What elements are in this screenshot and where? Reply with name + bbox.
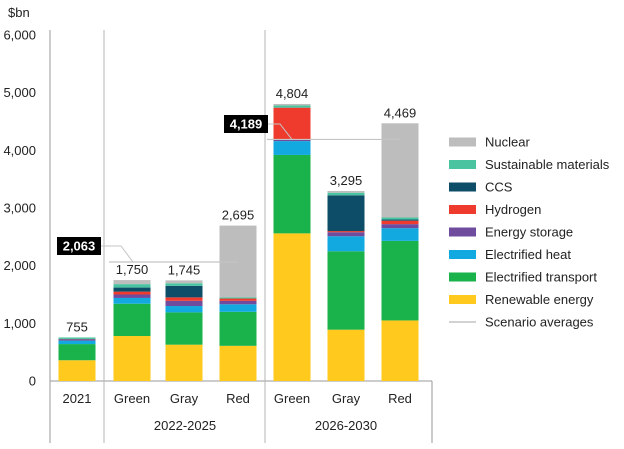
y-tick-label: 1,000 — [3, 316, 36, 331]
y-tick-label: 3,000 — [3, 201, 36, 216]
legend-swatch — [449, 205, 476, 214]
bar-segment — [274, 105, 311, 107]
legend-label: Renewable energy — [485, 292, 594, 307]
x-tick-label: Gray — [170, 391, 199, 406]
bar-segment — [328, 231, 365, 232]
x-tick-label: Green — [114, 391, 150, 406]
bar-segment — [382, 241, 419, 321]
bar-segment — [220, 346, 257, 381]
bar-segment — [114, 304, 151, 336]
bar-segment — [328, 330, 365, 381]
bar-segment — [166, 297, 203, 300]
bar-segment — [328, 232, 365, 236]
bar-segment — [328, 193, 365, 196]
bar-segment — [59, 337, 96, 338]
bar-segment — [274, 155, 311, 233]
bar-segment — [166, 306, 203, 312]
bar-segment — [114, 280, 151, 284]
bar-segment — [328, 191, 365, 193]
x-tick-label: Green — [274, 391, 310, 406]
bar-segment — [114, 298, 151, 304]
bar-segment — [166, 280, 203, 283]
legend-swatch — [449, 138, 476, 147]
y-tick-label: 6,000 — [3, 28, 36, 43]
x-tick-label: Red — [388, 391, 412, 406]
bar-segment — [114, 292, 151, 295]
bar-segment — [166, 283, 203, 286]
legend-label: CCS — [485, 180, 513, 195]
y-tick-label: 5,000 — [3, 85, 36, 100]
bar-segment — [382, 228, 419, 241]
unit-label: $bn — [8, 5, 30, 20]
bar-segment — [382, 220, 419, 221]
legend: Nuclear Sustainable materials CCS Hydrogen E… — [449, 135, 610, 330]
legend-label: Sustainable materials — [485, 157, 610, 172]
total-label: 1,750 — [116, 262, 149, 277]
bar-segment — [220, 312, 257, 346]
x-tick-label: Red — [226, 391, 250, 406]
legend-label: Energy storage — [485, 225, 573, 240]
group-label: 2022-2025 — [154, 418, 216, 433]
bar-segment — [274, 141, 311, 155]
bar-segment — [220, 297, 257, 298]
bar-segment — [114, 288, 151, 292]
legend-swatch — [449, 250, 476, 259]
bar-segment — [59, 341, 96, 344]
total-label: 2,695 — [222, 208, 255, 223]
x-tick-label: 2021 — [63, 391, 92, 406]
group-label: 2026-2030 — [315, 418, 377, 433]
legend-label: Electrified transport — [485, 270, 597, 285]
y-tick-label: 4,000 — [3, 143, 36, 158]
bar-segment — [220, 299, 257, 301]
x-tick-label: Gray — [332, 391, 361, 406]
bars — [59, 104, 419, 381]
total-label: 755 — [66, 319, 88, 334]
bar-segment — [382, 221, 419, 224]
bar-segment — [382, 218, 419, 220]
bar-segment — [59, 360, 96, 381]
bar-segment — [166, 301, 203, 306]
legend-swatch — [449, 295, 476, 304]
bar-segment — [166, 286, 203, 298]
legend-label: Electrified heat — [485, 247, 571, 262]
bar-segment — [59, 339, 96, 340]
legend-swatch — [449, 160, 476, 169]
legend-label: Nuclear — [485, 135, 530, 150]
total-label: 3,295 — [330, 173, 363, 188]
legend-swatch — [449, 228, 476, 237]
bar-segment — [166, 345, 203, 381]
bar-segment — [328, 236, 365, 251]
bar-segment — [59, 344, 96, 360]
bar-segment — [382, 224, 419, 228]
bar-segment — [274, 233, 311, 381]
total-label: 4,469 — [384, 105, 417, 120]
total-label: 4,804 — [276, 86, 309, 101]
bar-segment — [114, 295, 151, 298]
legend-label: Hydrogen — [485, 202, 541, 217]
y-tick-label: 2,000 — [3, 258, 36, 273]
bar-segment — [166, 312, 203, 344]
bar-segment — [274, 140, 311, 141]
y-tick-label: 0 — [29, 374, 36, 389]
legend-label: Scenario averages — [485, 315, 594, 330]
scenario-average-leader — [101, 246, 133, 262]
bar-segment — [274, 104, 311, 105]
scenario-average-label: 4,189 — [230, 117, 263, 132]
scenario-average-label: 2,063 — [63, 239, 96, 254]
legend-swatch — [449, 183, 476, 192]
total-label: 1,745 — [168, 262, 201, 277]
bar-segment — [382, 320, 419, 381]
bar-segment — [328, 195, 365, 231]
bar-segment — [382, 123, 419, 217]
bar-segment — [114, 336, 151, 381]
legend-swatch — [449, 273, 476, 282]
bar-segment — [220, 301, 257, 304]
bar-segment — [328, 251, 365, 329]
bar-segment — [114, 284, 151, 287]
bar-segment — [220, 304, 257, 311]
